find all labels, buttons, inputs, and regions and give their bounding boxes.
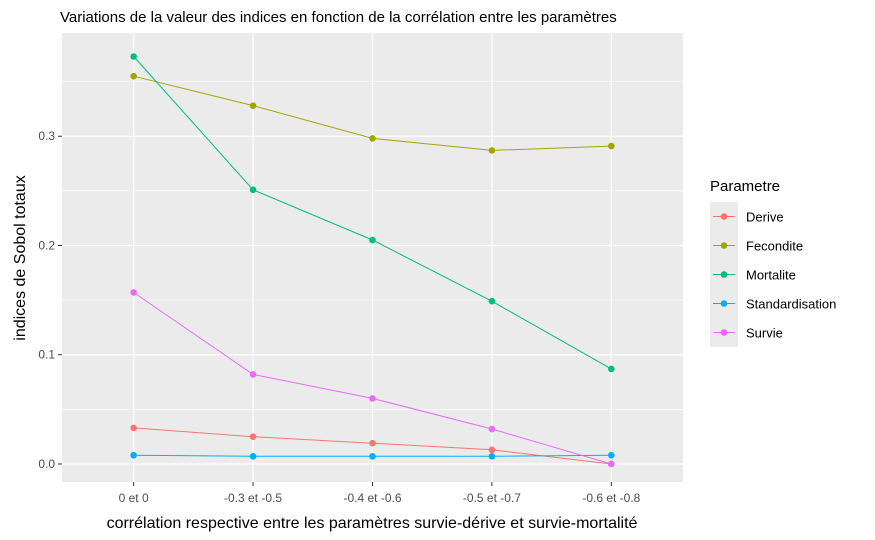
x-axis-title: corrélation respective entre les paramèt… bbox=[107, 515, 638, 532]
legend-key-point bbox=[720, 242, 728, 249]
legend-label-survie: Survie bbox=[746, 326, 783, 341]
data-point-mortalite bbox=[249, 186, 257, 194]
x-tick-label: -0.4 et -0.6 bbox=[343, 491, 401, 505]
y-tick-label: 0.0 bbox=[38, 457, 55, 471]
x-tick-label: -0.3 et -0.5 bbox=[224, 491, 282, 505]
data-point-derive bbox=[249, 433, 257, 440]
data-point-standardisation bbox=[608, 451, 615, 459]
data-point-fecondite bbox=[608, 142, 615, 150]
legend-key-point bbox=[720, 300, 728, 307]
data-point-standardisation bbox=[249, 453, 257, 460]
y-axis: 0.0 0.1 0.2 0.3 bbox=[38, 129, 62, 471]
data-point-survie bbox=[488, 425, 496, 433]
x-axis: 0 et 0 -0.3 et -0.5 -0.4 et -0.6 -0.5 et -0… bbox=[119, 482, 641, 505]
legend: Parametre Derive Fecondite Mortalite Standa… bbox=[710, 178, 836, 347]
y-axis-title: indices de Sobol totaux bbox=[12, 175, 29, 340]
y-tick-label: 0.2 bbox=[38, 238, 55, 252]
data-point-fecondite bbox=[369, 135, 376, 142]
legend-key-point bbox=[720, 271, 728, 278]
data-point-derive bbox=[130, 424, 137, 432]
data-point-mortalite bbox=[608, 365, 615, 373]
legend-label-standardisation: Standardisation bbox=[746, 297, 836, 312]
data-point-fecondite bbox=[249, 102, 257, 109]
data-point-survie bbox=[130, 289, 137, 296]
data-point-mortalite bbox=[488, 297, 496, 305]
data-point-standardisation bbox=[130, 451, 137, 459]
data-point-survie bbox=[608, 460, 615, 468]
data-point-standardisation bbox=[369, 453, 376, 460]
legend-label-derive: Derive bbox=[746, 210, 784, 225]
grid-major bbox=[62, 33, 683, 482]
data-point-fecondite bbox=[130, 72, 137, 80]
data-point-derive bbox=[369, 439, 376, 447]
y-tick-label: 0.1 bbox=[38, 348, 55, 362]
data-point-mortalite bbox=[130, 53, 137, 60]
chart-title: Variations de la valeur des indices en f… bbox=[60, 9, 617, 26]
x-tick-label: 0 et 0 bbox=[119, 491, 149, 505]
data-point-derive bbox=[488, 446, 496, 454]
data-point-fecondite bbox=[488, 147, 496, 154]
legend-label-mortalite: Mortalite bbox=[746, 268, 796, 283]
legend-key-point bbox=[720, 213, 728, 220]
data-point-standardisation bbox=[488, 453, 496, 460]
legend-label-fecondite: Fecondite bbox=[746, 239, 803, 254]
legend-key-point bbox=[720, 329, 728, 336]
y-tick-label: 0.3 bbox=[38, 129, 55, 143]
data-point-survie bbox=[249, 371, 257, 378]
series-layer bbox=[130, 53, 615, 468]
legend-title: Parametre bbox=[710, 178, 780, 195]
data-point-mortalite bbox=[369, 236, 376, 244]
x-tick-label: -0.6 et -0.8 bbox=[582, 491, 640, 505]
data-point-survie bbox=[369, 395, 376, 402]
x-tick-label: -0.5 et -0.7 bbox=[463, 491, 521, 505]
